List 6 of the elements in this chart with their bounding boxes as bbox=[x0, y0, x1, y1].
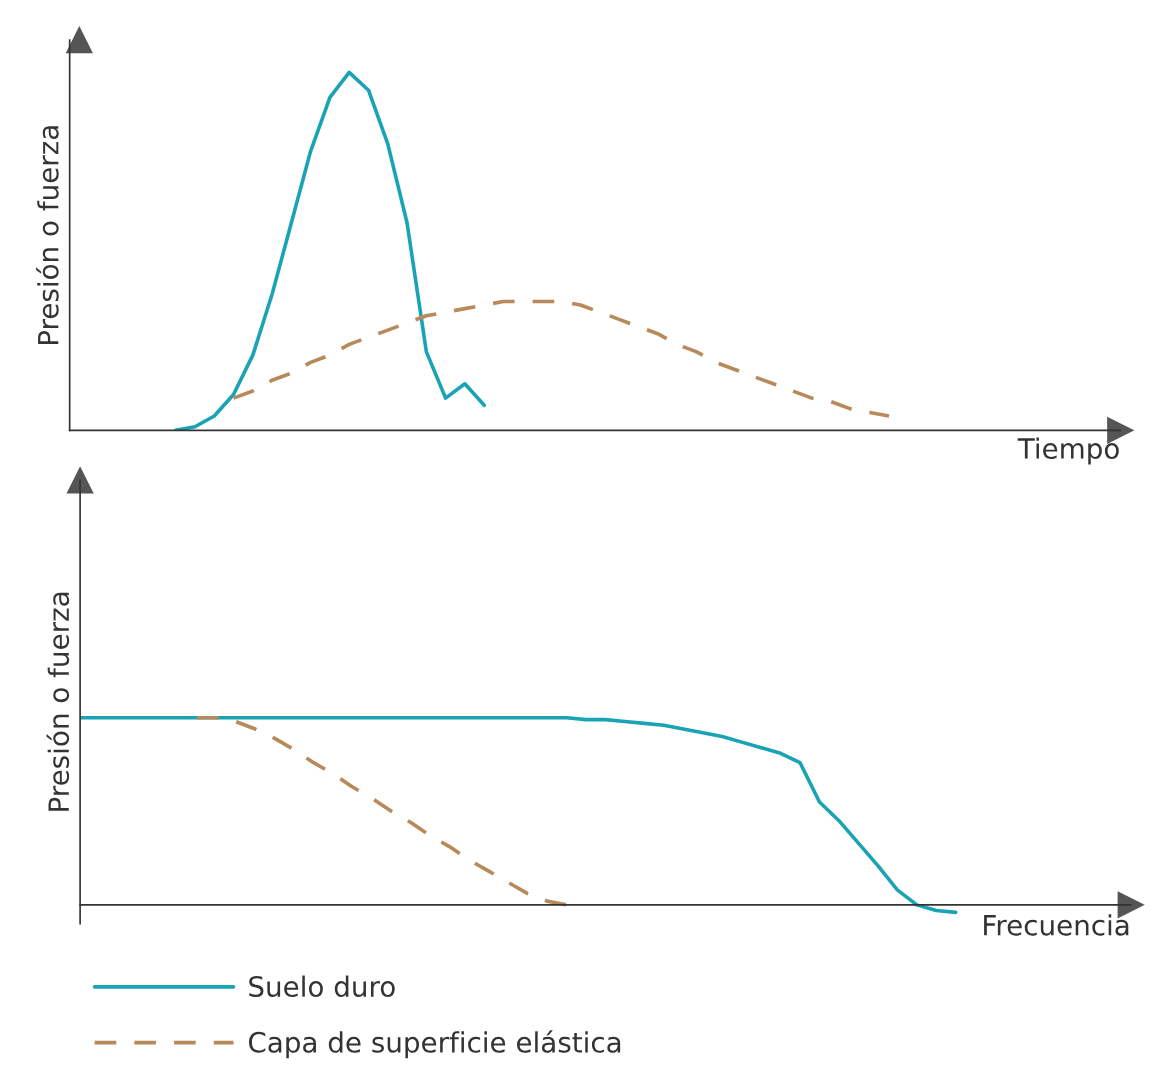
legend-label: Capa de superficie elástica bbox=[248, 1030, 621, 1059]
x-axis-title: Tiempo bbox=[1017, 437, 1119, 465]
y-axis-title: Presión o fuerza bbox=[46, 592, 70, 811]
legend-label: Suelo duro bbox=[249, 975, 395, 998]
y-axis-title: Presión o fuerza bbox=[36, 126, 59, 345]
x-axis-title: Frecuencia bbox=[984, 914, 1129, 936]
